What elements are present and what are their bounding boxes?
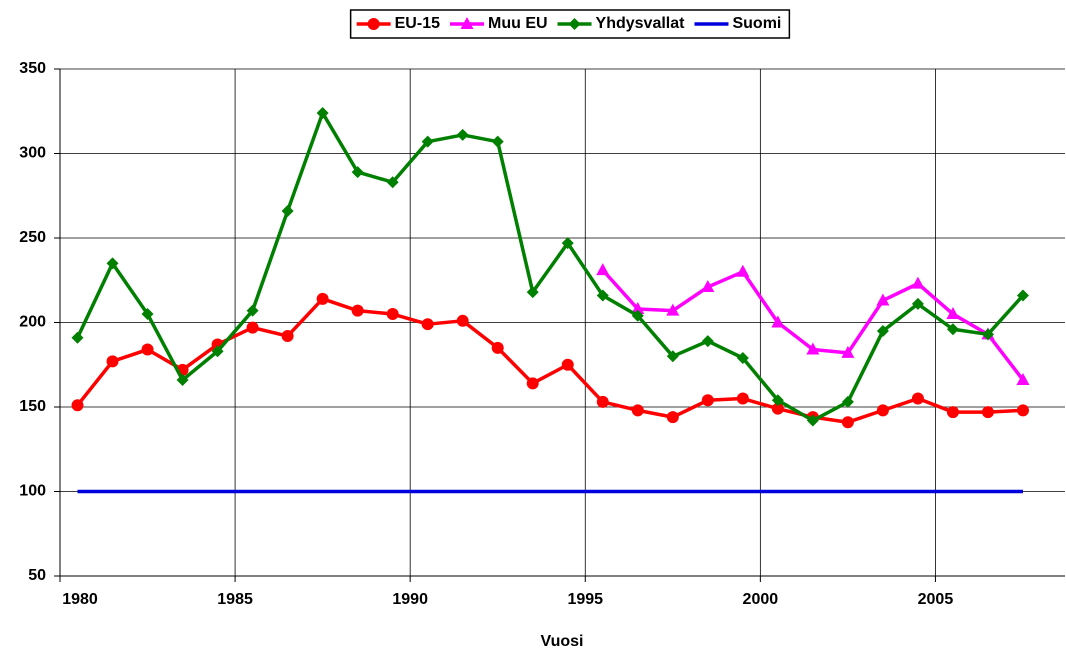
- marker: [460, 17, 474, 29]
- marker: [631, 301, 645, 314]
- legend-label: EU-15: [395, 15, 440, 32]
- x-tick-label: 1980: [62, 591, 98, 608]
- marker: [736, 392, 749, 405]
- marker: [246, 304, 259, 317]
- marker: [771, 394, 784, 407]
- marker: [141, 343, 154, 356]
- marker: [351, 166, 364, 179]
- marker: [456, 128, 469, 141]
- marker: [1016, 289, 1029, 302]
- x-tick-label: 2000: [743, 591, 779, 608]
- x-axis-label: Vuosi: [541, 633, 584, 650]
- marker: [771, 315, 785, 328]
- marker: [211, 345, 224, 358]
- marker: [1016, 404, 1029, 417]
- marker: [281, 330, 294, 343]
- marker: [841, 345, 855, 358]
- marker: [911, 392, 924, 405]
- marker: [876, 404, 889, 417]
- marker: [631, 309, 644, 322]
- marker: [736, 351, 749, 364]
- marker: [421, 318, 434, 331]
- y-tick-label: 350: [19, 60, 46, 77]
- y-tick-label: 50: [28, 567, 46, 584]
- marker: [351, 304, 364, 317]
- marker: [911, 297, 924, 310]
- marker: [596, 395, 609, 408]
- legend-label: Muu EU: [488, 15, 548, 32]
- marker: [491, 341, 504, 354]
- x-tick-label: 1990: [392, 591, 428, 608]
- y-tick-label: 100: [19, 483, 46, 500]
- marker: [911, 276, 925, 289]
- legend-label: Yhdysvallat: [596, 15, 686, 32]
- marker: [456, 314, 469, 327]
- marker: [981, 406, 994, 419]
- marker: [841, 416, 854, 429]
- marker: [701, 335, 714, 348]
- y-tick-label: 250: [19, 229, 46, 246]
- marker: [561, 358, 574, 371]
- marker: [106, 355, 119, 368]
- marker: [596, 289, 609, 302]
- marker: [666, 350, 679, 363]
- marker: [106, 257, 119, 270]
- marker: [771, 402, 784, 415]
- marker: [386, 308, 399, 321]
- series-line: [601, 268, 1025, 382]
- marker: [568, 18, 581, 30]
- marker: [421, 135, 434, 148]
- series-line: [76, 297, 1024, 424]
- marker: [631, 404, 644, 417]
- marker: [246, 321, 259, 334]
- marker: [1016, 372, 1030, 385]
- marker: [666, 303, 680, 316]
- marker: [316, 106, 329, 119]
- marker: [946, 406, 959, 419]
- marker: [367, 18, 380, 30]
- marker: [526, 377, 539, 390]
- marker: [736, 264, 750, 277]
- marker: [701, 394, 714, 407]
- marker: [316, 292, 329, 305]
- marker: [841, 395, 854, 408]
- marker: [71, 399, 84, 412]
- marker: [876, 324, 889, 337]
- marker: [596, 263, 610, 276]
- marker: [141, 308, 154, 321]
- y-tick-label: 300: [19, 145, 46, 162]
- marker: [71, 331, 84, 344]
- marker: [281, 204, 294, 217]
- marker: [946, 307, 960, 320]
- legend-label: Suomi: [732, 15, 781, 32]
- series-line: [75, 111, 1025, 423]
- marker: [701, 280, 715, 293]
- legend: EU-15 Muu EU Yhdysvallat Suomi: [356, 15, 781, 32]
- y-tick-label: 150: [19, 398, 46, 415]
- marker: [491, 135, 504, 148]
- y-tick-label: 200: [19, 314, 46, 331]
- marker: [806, 342, 820, 355]
- x-tick-label: 1995: [567, 591, 603, 608]
- marker: [876, 293, 890, 306]
- x-tick-label: 1985: [217, 591, 253, 608]
- marker: [806, 414, 819, 427]
- marker: [526, 286, 539, 299]
- marker: [561, 237, 574, 250]
- marker: [176, 373, 189, 386]
- marker: [981, 328, 994, 341]
- marker: [666, 411, 679, 424]
- marker: [386, 176, 399, 189]
- x-tick-label: 2005: [918, 591, 954, 608]
- marker: [946, 323, 959, 336]
